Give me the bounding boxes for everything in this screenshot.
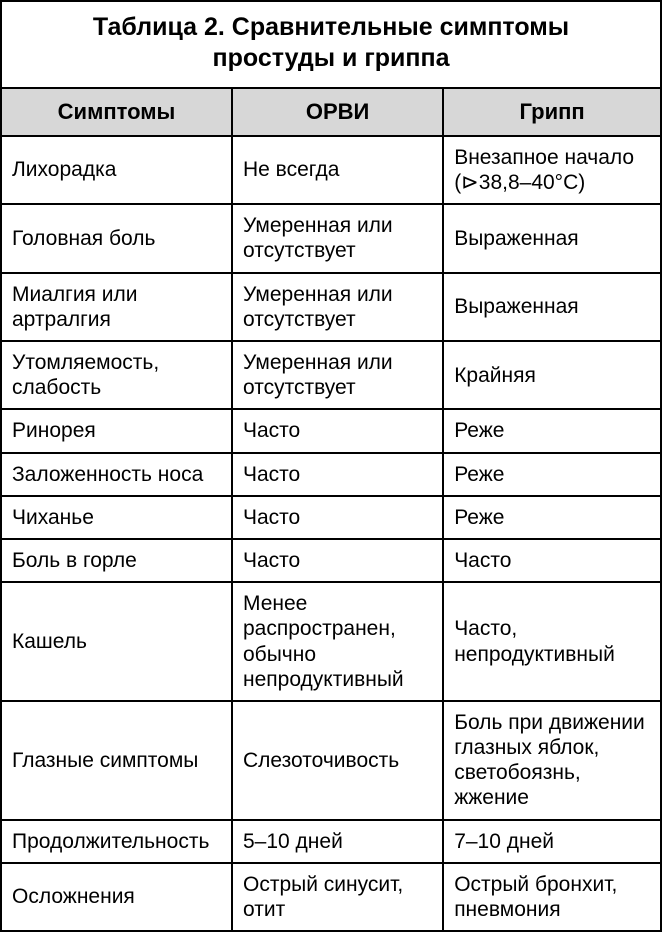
table-title: Таблица 2. Сравнительные симптомы просту… xyxy=(0,0,662,87)
header-row: Симптомы ОРВИ Грипп xyxy=(1,88,661,136)
table-row: Головная боль Умеренная или отсутствует … xyxy=(1,204,661,272)
cell-symptom: Глазные симптомы xyxy=(1,701,232,820)
cell-symptom: Миалгия или артралгия xyxy=(1,273,232,341)
cell-gripp: Часто, непродуктивный xyxy=(443,582,661,701)
cell-orvi: Часто xyxy=(232,496,443,539)
cell-symptom: Чиханье xyxy=(1,496,232,539)
table-container: Таблица 2. Сравнительные симптомы просту… xyxy=(0,0,662,932)
cell-gripp: Выраженная xyxy=(443,204,661,272)
table-row: Осложнения Острый синусит, отит Острый б… xyxy=(1,863,661,931)
col-header-orvi: ОРВИ xyxy=(232,88,443,136)
table-row: Лихорадка Не всегда Внезапное начало (⊳3… xyxy=(1,136,661,204)
cell-orvi: Слезоточивость xyxy=(232,701,443,820)
cell-orvi: Умеренная или отсутствует xyxy=(232,273,443,341)
table-row: Миалгия или артралгия Умеренная или отсу… xyxy=(1,273,661,341)
cell-gripp: Часто xyxy=(443,539,661,582)
cell-symptom: Утомляемость, слабость xyxy=(1,341,232,409)
cell-orvi: Не всегда xyxy=(232,136,443,204)
cell-symptom: Кашель xyxy=(1,582,232,701)
symptoms-table: Таблица 2. Сравнительные симптомы просту… xyxy=(0,0,662,932)
col-header-gripp: Грипп xyxy=(443,88,661,136)
title-line-2: простуды и гриппа xyxy=(213,44,450,72)
cell-orvi: Умеренная или отсутствует xyxy=(232,341,443,409)
cell-symptom: Осложнения xyxy=(1,863,232,931)
cell-gripp: Выраженная xyxy=(443,273,661,341)
table-row: Боль в горле Часто Часто xyxy=(1,539,661,582)
cell-orvi: Менее распространен, обычно непродуктивн… xyxy=(232,582,443,701)
table-row: Кашель Менее распространен, обычно непро… xyxy=(1,582,661,701)
cell-orvi: Часто xyxy=(232,409,443,452)
cell-gripp: Реже xyxy=(443,409,661,452)
title-line-1: Таблица 2. Сравнительные симптомы xyxy=(93,13,569,41)
cell-gripp: Боль при движении глазных яблок, светобо… xyxy=(443,701,661,820)
table-row: Глазные симптомы Слезоточивость Боль при… xyxy=(1,701,661,820)
table-row: Заложенность носа Часто Реже xyxy=(1,453,661,496)
table-row: Продолжительность 5–10 дней 7–10 дней xyxy=(1,820,661,863)
cell-orvi: Острый синусит, отит xyxy=(232,863,443,931)
cell-orvi: Часто xyxy=(232,453,443,496)
cell-symptom: Заложенность носа xyxy=(1,453,232,496)
cell-gripp: Реже xyxy=(443,453,661,496)
cell-gripp: Крайняя xyxy=(443,341,661,409)
col-header-symptoms: Симптомы xyxy=(1,88,232,136)
cell-orvi: Умеренная или отсутствует xyxy=(232,204,443,272)
table-row: Ринорея Часто Реже xyxy=(1,409,661,452)
cell-symptom: Продолжительность xyxy=(1,820,232,863)
table-row: Утомляемость, слабость Умеренная или отс… xyxy=(1,341,661,409)
cell-orvi: Часто xyxy=(232,539,443,582)
cell-symptom: Боль в горле xyxy=(1,539,232,582)
cell-orvi: 5–10 дней xyxy=(232,820,443,863)
cell-gripp: Острый бронхит, пневмония xyxy=(443,863,661,931)
table-row: Чиханье Часто Реже xyxy=(1,496,661,539)
cell-symptom: Ринорея xyxy=(1,409,232,452)
cell-symptom: Лихорадка xyxy=(1,136,232,204)
cell-gripp: Внезапное начало (⊳38,8–40°C) xyxy=(443,136,661,204)
cell-symptom: Головная боль xyxy=(1,204,232,272)
cell-gripp: Реже xyxy=(443,496,661,539)
cell-gripp: 7–10 дней xyxy=(443,820,661,863)
